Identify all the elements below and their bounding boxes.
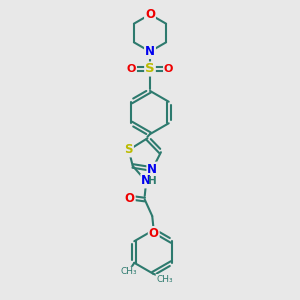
Text: N: N bbox=[147, 163, 157, 176]
Text: H: H bbox=[148, 176, 157, 186]
Text: O: O bbox=[125, 192, 135, 205]
Text: O: O bbox=[145, 8, 155, 21]
Text: O: O bbox=[127, 64, 136, 74]
Text: CH₃: CH₃ bbox=[156, 274, 173, 284]
Text: O: O bbox=[149, 227, 159, 240]
Text: CH₃: CH₃ bbox=[121, 267, 137, 276]
Text: N: N bbox=[141, 175, 151, 188]
Text: S: S bbox=[145, 62, 155, 76]
Text: O: O bbox=[164, 64, 173, 74]
Text: N: N bbox=[145, 45, 155, 58]
Text: S: S bbox=[124, 143, 133, 157]
